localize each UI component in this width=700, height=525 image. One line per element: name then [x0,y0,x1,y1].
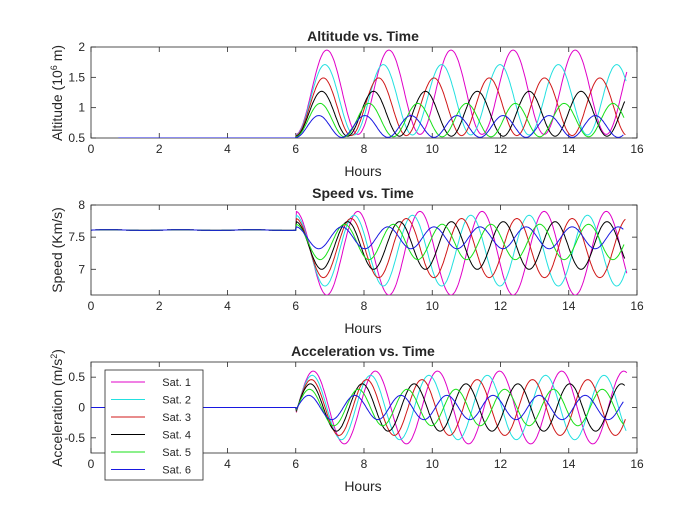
speed-ylabel: Speed (Km/s) [49,207,65,293]
x-tick-label: 6 [292,457,299,471]
altitude-title: Altitude vs. Time [307,28,419,44]
series-line-sat-3 [118,77,626,138]
x-tick-label: 8 [361,299,368,313]
series-line-sat-6 [118,115,624,138]
x-tick-label: 14 [562,299,576,313]
x-tick-label: 10 [426,299,440,313]
x-tick-label: 6 [292,299,299,313]
series-line-sat-1 [118,49,628,138]
legend-label: Sat. 2 [162,395,191,407]
x-tick-label: 4 [224,142,231,156]
series-line-sat-5 [118,102,625,138]
y-tick-label: 0.5 [68,131,85,145]
altitude-xlabel: Hours [344,163,381,179]
legend: Sat. 1 Sat. 2 Sat. 3 Sat. 4 Sat. 5 Sat. 6 [104,369,204,481]
acceleration-title: Acceleration vs. Time [291,343,435,359]
y-tick-label: 2 [78,40,85,54]
x-tick-label: 10 [426,142,440,156]
x-tick-label: 16 [630,142,644,156]
y-tick-label: 0 [78,401,85,415]
x-tick-label: 14 [562,142,576,156]
legend-label: Sat. 6 [162,465,191,477]
x-tick-label: 8 [361,457,368,471]
x-tick-label: 10 [426,457,440,471]
y-tick-label: 1.5 [68,70,85,84]
altitude-ylabel: Altitude (106 m) [49,45,65,141]
speed-panel: Speed vs. Time Hours Speed (Km/s) 0 2 4 6 8 1… [49,185,644,336]
x-tick-label: 6 [292,142,299,156]
x-tick-label: 2 [156,299,163,313]
legend-label: Sat. 3 [162,412,191,424]
x-tick-label: 16 [630,457,644,471]
y-tick-label: -0.5 [64,431,85,445]
series-line-sat-6 [91,226,624,250]
legend-label: Sat. 5 [162,447,191,459]
x-tick-label: 2 [156,142,163,156]
x-tick-label: 0 [88,142,95,156]
legend-box [104,369,204,481]
x-tick-label: 0 [88,299,95,313]
y-tick-label: 0.5 [68,370,85,384]
x-tick-label: 4 [224,457,231,471]
legend-label: Sat. 1 [162,377,191,389]
y-tick-label: 7.5 [68,230,85,244]
y-tick-label: 7 [78,262,85,276]
speed-xlabel: Hours [344,320,381,336]
x-tick-label: 4 [224,299,231,313]
y-tick-label: 8 [78,198,85,212]
series-line-sat-2 [118,64,627,138]
y-tick-label: 1 [78,101,85,115]
x-tick-label: 14 [562,457,576,471]
altitude-panel: Altitude vs. Time Hours Altitude (106 m)… [49,28,644,179]
x-tick-label: 12 [494,457,508,471]
acceleration-xlabel: Hours [344,478,381,494]
axes-box [90,46,638,139]
series-line-sat-4 [118,90,626,138]
speed-title: Speed vs. Time [312,185,414,201]
x-tick-label: 16 [630,299,644,313]
x-tick-label: 0 [88,457,95,471]
acceleration-ylabel: Acceleration (m/s2) [49,349,65,467]
x-tick-label: 12 [494,299,508,313]
x-tick-label: 12 [494,142,508,156]
x-tick-label: 8 [361,142,368,156]
legend-label: Sat. 4 [162,430,191,442]
